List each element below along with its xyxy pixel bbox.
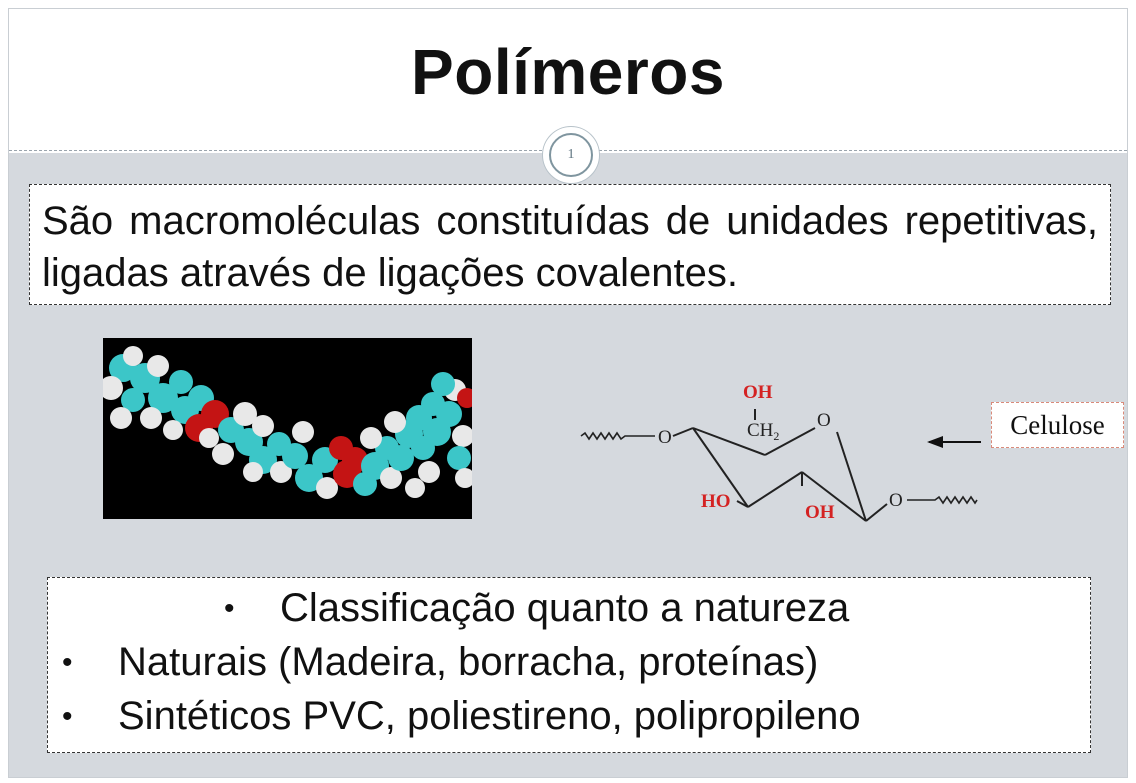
atom-sphere — [405, 478, 425, 498]
classification-box: • Classificação quanto a natureza • Natu… — [47, 577, 1091, 753]
ch2-label: CH2 — [747, 420, 779, 443]
slide-number: 1 — [549, 133, 593, 177]
oh-top-label: OH — [743, 382, 773, 403]
right-oxygen-label: O — [889, 490, 903, 511]
ho-left-label: HO — [701, 491, 731, 512]
oh-bottom-label: OH — [805, 502, 835, 523]
atom-sphere — [436, 401, 462, 427]
atom-sphere — [121, 388, 145, 412]
atom-sphere — [384, 411, 406, 433]
atom-sphere — [140, 407, 162, 429]
slide: Polímeros 1 São macromoléculas constituí… — [8, 8, 1128, 778]
polymer-molecule-image — [103, 338, 472, 519]
atom-sphere — [388, 445, 414, 471]
atom-sphere — [110, 407, 132, 429]
definition-box: São macromoléculas constituídas de unida… — [29, 184, 1111, 305]
definition-text: São macromoléculas constituídas de unida… — [42, 199, 1098, 295]
atom-sphere — [103, 376, 123, 400]
atom-sphere — [447, 446, 471, 470]
atom-sphere — [380, 467, 402, 489]
atom-sphere — [292, 421, 314, 443]
atom-sphere — [457, 388, 472, 408]
atom-sphere — [148, 383, 178, 413]
classification-heading: Classificação quanto a natureza — [280, 586, 850, 630]
atom-sphere — [452, 425, 472, 447]
atom-sphere — [418, 461, 440, 483]
ring-oxygen-label: O — [817, 410, 831, 431]
atom-sphere — [123, 346, 143, 366]
atom-sphere — [431, 372, 455, 396]
atom-sphere — [455, 468, 472, 488]
atom-sphere — [199, 428, 219, 448]
slide-title: Polímeros — [411, 36, 725, 108]
atom-sphere — [360, 427, 382, 449]
cellulose-label: Celulose — [991, 402, 1124, 448]
left-oxygen-label: O — [658, 427, 672, 448]
atom-sphere — [243, 462, 263, 482]
atom-sphere — [282, 443, 308, 469]
atom-sphere — [212, 443, 234, 465]
atom-sphere — [169, 370, 193, 394]
left-polymer-chain — [580, 431, 655, 441]
atom-sphere — [233, 402, 257, 426]
bullet-item-2: • — [62, 700, 73, 733]
cellulose-structure-diagram: O OH CH2 O HO OH O — [580, 382, 981, 523]
slide-number-badge: 1 — [543, 127, 599, 183]
atom-sphere — [316, 477, 338, 499]
pointer-arrow-head — [927, 436, 943, 448]
atom-sphere — [270, 461, 292, 483]
classification-item-natural: Naturais (Madeira, borracha, proteínas) — [118, 640, 819, 684]
classification-item-synthetic: Sintéticos PVC, poliestireno, polipropil… — [118, 694, 861, 738]
atom-sphere — [163, 420, 183, 440]
atom-sphere — [295, 464, 323, 492]
bullet-item-1: • — [62, 646, 73, 679]
atom-sphere — [252, 415, 274, 437]
bullet-heading: • — [224, 592, 235, 625]
atom-sphere — [147, 355, 169, 377]
right-polymer-chain — [907, 495, 978, 505]
